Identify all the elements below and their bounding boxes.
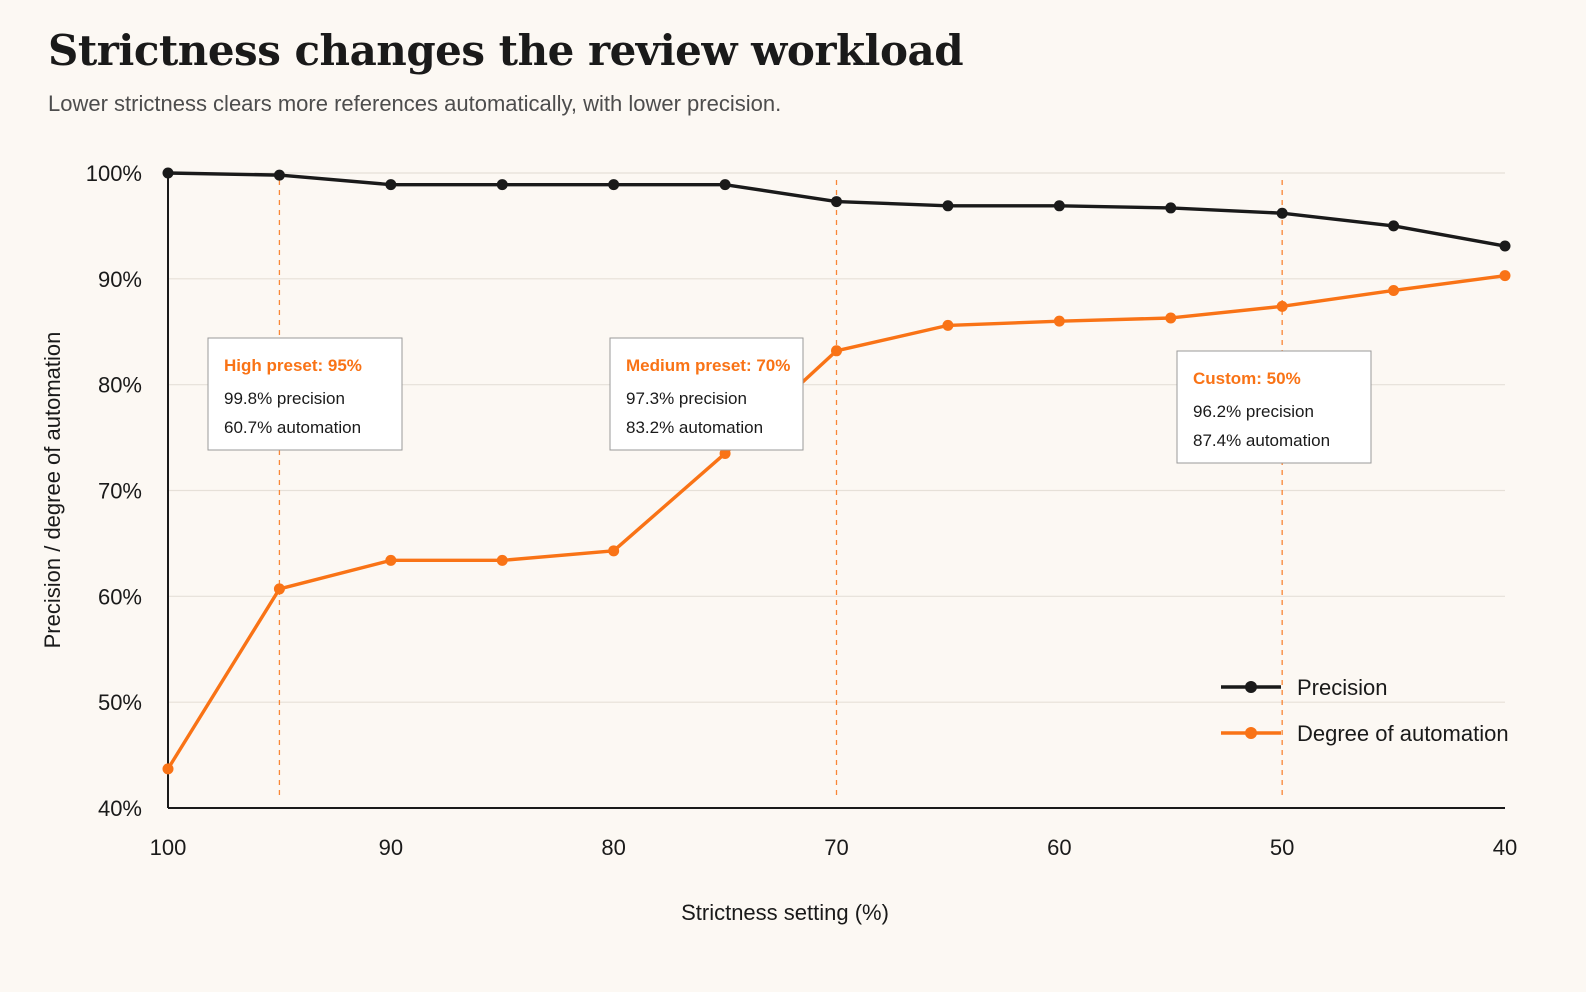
legend-label: Precision <box>1297 675 1387 700</box>
data-point-degree-of-automation <box>1165 312 1177 324</box>
y-axis-title: Precision / degree of automation <box>40 332 65 649</box>
y-tick-label: 90% <box>98 267 142 292</box>
data-point-degree-of-automation <box>1499 270 1511 282</box>
y-tick-label: 80% <box>98 373 142 398</box>
annotation-precision: 97.3% precision <box>626 389 747 408</box>
data-point-degree-of-automation <box>273 583 285 595</box>
chart-title: Strictness changes the review workload <box>48 26 964 75</box>
x-tick-label: 40 <box>1493 835 1517 860</box>
data-point-precision <box>162 167 174 179</box>
annotation-automation: 83.2% automation <box>626 418 763 437</box>
annotation-title: Custom: 50% <box>1193 369 1301 388</box>
data-point-precision <box>942 200 954 212</box>
annotation-automation: 87.4% automation <box>1193 431 1330 450</box>
data-point-precision <box>273 169 285 181</box>
data-point-degree-of-automation <box>162 763 174 775</box>
data-point-degree-of-automation <box>942 319 954 331</box>
data-point-precision <box>385 179 397 191</box>
data-point-degree-of-automation <box>1388 284 1400 296</box>
y-tick-label: 70% <box>98 479 142 504</box>
annotation-title: High preset: 95% <box>224 356 362 375</box>
data-point-degree-of-automation <box>831 345 842 357</box>
data-point-precision <box>719 179 731 191</box>
data-point-degree-of-automation <box>719 447 731 459</box>
annotation-frame <box>207 337 403 451</box>
data-point-precision <box>608 179 620 191</box>
x-tick-label: 80 <box>601 835 625 860</box>
x-tick-label: 60 <box>1047 835 1071 860</box>
data-point-precision <box>1499 240 1511 252</box>
data-point-precision <box>1388 220 1400 232</box>
legend: Precision Degree of automation <box>1221 675 1509 746</box>
legend-item: Precision <box>1221 675 1387 700</box>
x-tick-label: 50 <box>1270 835 1294 860</box>
x-tick-label: 90 <box>379 835 403 860</box>
axes: 100% 90% 80% 70% 60% 50% 40% 100 90 80 70 60 50 40 <box>86 161 1518 860</box>
y-tick-label: 60% <box>98 584 142 609</box>
data-point-degree-of-automation <box>385 554 397 566</box>
reference-lines <box>278 180 1283 800</box>
data-point-precision <box>496 179 508 191</box>
y-tick-label: 40% <box>98 796 142 821</box>
annotation-frame <box>609 337 804 451</box>
y-tick-label: 100% <box>86 161 142 186</box>
annotation-box: Custom: 50% 96.2% precision 87.4% automati… <box>1176 350 1372 464</box>
x-axis-title: Strictness setting (%) <box>681 900 889 925</box>
annotation-automation: 60.7% automation <box>224 418 361 437</box>
chart-subtitle: Lower strictness clears more references … <box>48 91 782 116</box>
legend-label: Degree of automation <box>1297 721 1509 746</box>
data-point-precision <box>1276 207 1288 219</box>
annotation-frame <box>1176 350 1372 464</box>
x-tick-label: 100 <box>150 835 187 860</box>
annotation-precision: 99.8% precision <box>224 389 345 408</box>
legend-item: Degree of automation <box>1221 721 1509 746</box>
y-tick-label: 50% <box>98 690 142 715</box>
data-point-precision <box>1165 202 1177 214</box>
legend-swatch-marker <box>1245 681 1257 693</box>
series-layer <box>162 167 1511 775</box>
legend-swatch-marker <box>1245 727 1257 739</box>
x-tick-label: 70 <box>824 835 848 860</box>
data-point-degree-of-automation <box>608 545 620 557</box>
data-point-precision <box>1053 200 1065 212</box>
data-point-precision <box>831 196 842 208</box>
data-point-degree-of-automation <box>496 554 508 566</box>
annotation-box: Medium preset: 70% 97.3% precision 83.2% a… <box>609 337 804 451</box>
annotation-precision: 96.2% precision <box>1193 402 1314 421</box>
data-point-degree-of-automation <box>1053 315 1065 327</box>
annotations: High preset: 95% 99.8% precision 60.7% aut… <box>207 337 1372 464</box>
annotation-title: Medium preset: 70% <box>626 356 790 375</box>
data-point-degree-of-automation <box>1276 300 1288 312</box>
annotation-box: High preset: 95% 99.8% precision 60.7% aut… <box>207 337 403 451</box>
